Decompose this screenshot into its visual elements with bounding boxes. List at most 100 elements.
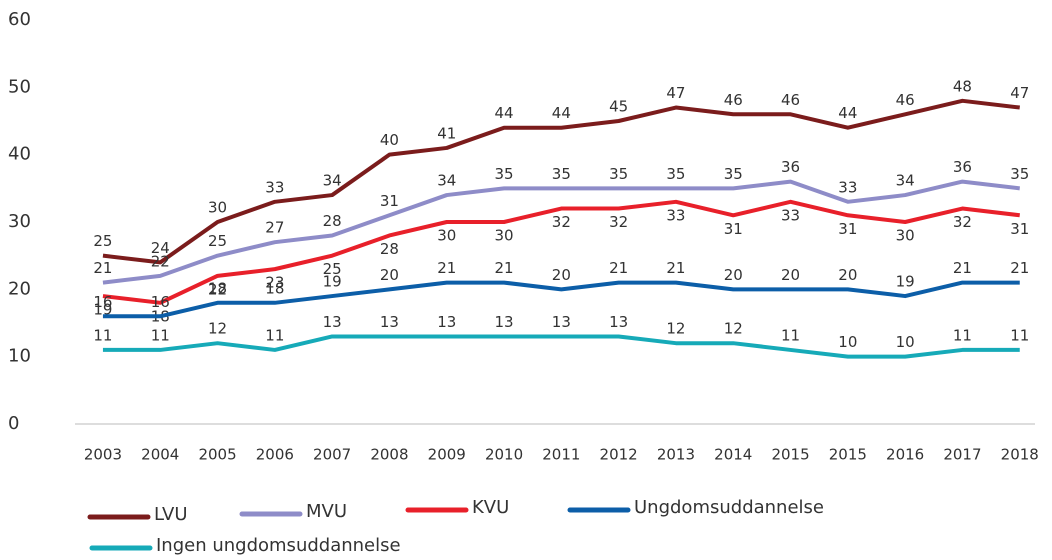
data-label: 47 bbox=[666, 84, 685, 102]
data-label: 46 bbox=[896, 91, 915, 109]
x-tick-label: 2014 bbox=[714, 446, 752, 464]
x-tick-label: 2004 bbox=[141, 446, 179, 464]
data-label: 46 bbox=[781, 91, 800, 109]
data-label: 11 bbox=[151, 326, 170, 344]
x-tick-label: 2018 bbox=[1001, 446, 1039, 464]
x-tick-label: 2015 bbox=[771, 446, 809, 464]
x-tick-label: 2015 bbox=[829, 446, 867, 464]
data-label: 12 bbox=[208, 320, 227, 338]
data-label: 35 bbox=[609, 165, 628, 183]
x-tick-label: 2007 bbox=[313, 446, 351, 464]
data-label: 13 bbox=[437, 313, 456, 331]
data-label: 20 bbox=[380, 266, 399, 284]
legend-label: Ungdomsuddannelse bbox=[634, 497, 824, 518]
data-label: 36 bbox=[953, 158, 972, 176]
x-tick-label: 2009 bbox=[428, 446, 466, 464]
data-label: 35 bbox=[1010, 165, 1029, 183]
data-label: 11 bbox=[93, 326, 112, 344]
data-label: 28 bbox=[380, 240, 399, 258]
data-label: 25 bbox=[323, 260, 342, 278]
series-line bbox=[102, 334, 1020, 359]
x-tick-label: 2006 bbox=[256, 446, 294, 464]
x-tick-label: 2016 bbox=[886, 446, 924, 464]
data-label: 21 bbox=[495, 259, 514, 277]
data-label: 16 bbox=[151, 293, 170, 311]
data-label: 31 bbox=[838, 220, 857, 238]
data-label: 16 bbox=[93, 293, 112, 311]
x-tick-label: 2010 bbox=[485, 446, 523, 464]
data-label: 21 bbox=[1010, 259, 1029, 277]
data-label: 36 bbox=[781, 158, 800, 176]
y-tick-label: 40 bbox=[8, 144, 31, 165]
data-label: 11 bbox=[1010, 326, 1029, 344]
x-tick-label: 2011 bbox=[542, 446, 580, 464]
data-label: 44 bbox=[838, 104, 857, 122]
y-tick-label: 0 bbox=[8, 413, 19, 434]
data-label: 10 bbox=[838, 333, 857, 351]
data-label: 31 bbox=[380, 192, 399, 210]
y-tick-label: 60 bbox=[8, 9, 31, 30]
data-label: 31 bbox=[724, 220, 743, 238]
y-tick-label: 20 bbox=[8, 278, 31, 299]
data-label: 24 bbox=[151, 239, 170, 257]
data-label: 25 bbox=[208, 232, 227, 250]
x-tick-label: 2017 bbox=[943, 446, 981, 464]
data-label: 35 bbox=[724, 165, 743, 183]
data-label: 11 bbox=[265, 326, 284, 344]
data-label: 30 bbox=[208, 199, 227, 217]
data-label: 25 bbox=[93, 232, 112, 250]
data-label: 20 bbox=[552, 266, 571, 284]
data-label: 20 bbox=[838, 266, 857, 284]
data-label: 34 bbox=[437, 172, 456, 190]
data-label: 22 bbox=[151, 252, 170, 270]
data-label: 22 bbox=[208, 280, 227, 298]
data-label: 30 bbox=[437, 227, 456, 245]
data-label: 19 bbox=[896, 273, 915, 291]
data-label: 12 bbox=[666, 320, 685, 338]
series-line bbox=[102, 199, 1020, 305]
series-line bbox=[102, 280, 1020, 319]
data-label: 10 bbox=[896, 333, 915, 351]
data-label: 23 bbox=[265, 274, 284, 292]
series-line bbox=[102, 179, 1020, 285]
x-tick-label: 2013 bbox=[657, 446, 695, 464]
data-label: 11 bbox=[781, 326, 800, 344]
data-label: 30 bbox=[896, 227, 915, 245]
legend-label: MVU bbox=[306, 501, 347, 522]
data-label: 21 bbox=[93, 259, 112, 277]
data-label: 28 bbox=[323, 212, 342, 230]
data-label: 34 bbox=[896, 172, 915, 190]
data-label: 33 bbox=[666, 206, 685, 224]
series-line bbox=[102, 98, 1020, 265]
data-label: 13 bbox=[552, 313, 571, 331]
data-label: 32 bbox=[609, 213, 628, 231]
data-label: 35 bbox=[495, 165, 514, 183]
data-label: 18 bbox=[208, 279, 227, 297]
data-label: 41 bbox=[437, 124, 456, 142]
legend-label: KVU bbox=[472, 497, 509, 518]
data-label: 13 bbox=[609, 313, 628, 331]
data-label: 33 bbox=[781, 206, 800, 224]
data-label: 30 bbox=[495, 227, 514, 245]
data-label: 21 bbox=[609, 259, 628, 277]
x-tick-label: 2008 bbox=[370, 446, 408, 464]
data-label: 12 bbox=[724, 320, 743, 338]
x-tick-label: 2005 bbox=[198, 446, 236, 464]
data-label: 31 bbox=[1010, 220, 1029, 238]
data-label: 35 bbox=[552, 165, 571, 183]
data-label: 11 bbox=[953, 326, 972, 344]
data-label: 13 bbox=[323, 313, 342, 331]
data-label: 21 bbox=[437, 259, 456, 277]
x-tick-label: 2012 bbox=[600, 446, 638, 464]
data-label: 13 bbox=[380, 313, 399, 331]
data-label: 21 bbox=[953, 259, 972, 277]
data-label: 18 bbox=[265, 279, 284, 297]
data-label: 33 bbox=[838, 178, 857, 196]
data-label: 35 bbox=[666, 165, 685, 183]
data-label: 44 bbox=[495, 104, 514, 122]
data-label: 34 bbox=[323, 172, 342, 190]
data-label: 20 bbox=[724, 266, 743, 284]
y-tick-label: 50 bbox=[8, 76, 31, 97]
data-label: 33 bbox=[265, 178, 284, 196]
